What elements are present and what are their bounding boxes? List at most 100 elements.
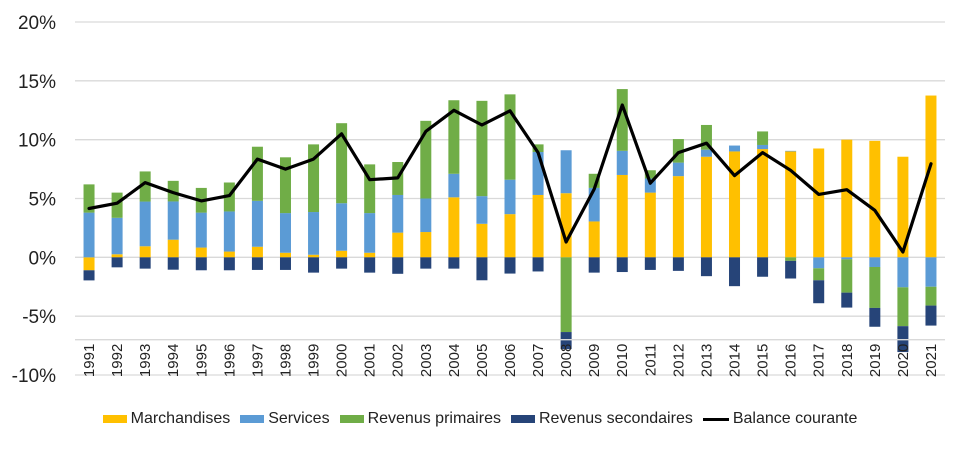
bar-services-2007 — [532, 152, 544, 195]
bar-marchandises-2015 — [757, 149, 769, 258]
x-tick-label: 2003 — [418, 344, 435, 377]
bar-marchandises-1999 — [308, 254, 320, 258]
legend-swatch-revenus-primaires — [339, 415, 364, 423]
legend-line-balance-courante — [702, 417, 729, 421]
bar-revenus-secondaires-2009 — [588, 257, 600, 273]
bar-marchandises-2012 — [672, 176, 684, 258]
bar-revenus-primaires-2019 — [869, 266, 881, 308]
legend-item-services: Services — [240, 410, 330, 428]
bar-services-2012 — [672, 162, 684, 177]
bar-revenus-secondaires-1998 — [279, 257, 291, 270]
x-tick-label: 2002 — [390, 344, 407, 377]
x-tick-label: 1997 — [249, 344, 266, 377]
bar-marchandises-2018 — [841, 139, 853, 258]
legend-label: Revenus secondaires — [538, 410, 693, 427]
bar-services-2017 — [813, 257, 825, 269]
bar-marchandises-2014 — [729, 151, 741, 258]
bar-services-2003 — [420, 198, 432, 233]
bar-marchandises-1991 — [83, 257, 95, 271]
bar-revenus-primaires-2015 — [757, 131, 769, 145]
bar-services-1993 — [139, 201, 151, 247]
bar-marchandises-2021 — [925, 95, 937, 258]
x-tick-label: 2006 — [502, 344, 519, 377]
x-tick-label: 2001 — [362, 344, 379, 377]
bar-services-1997 — [251, 200, 263, 247]
bar-revenus-primaires-1992 — [111, 192, 123, 218]
y-tick-label: 10% — [18, 131, 56, 152]
bar-revenus-primaires-2021 — [925, 286, 937, 306]
bar-marchandises-2009 — [588, 221, 600, 258]
x-tick-label: 1991 — [81, 344, 98, 377]
bar-services-2016 — [785, 150, 797, 152]
chart: 20%15%10%5%0%-5%-10% 1991 1992 1993 1994 199… — [12, 13, 945, 387]
legend-label: Balance courante — [732, 410, 858, 427]
bar-revenus-secondaires-2008 — [560, 332, 572, 350]
bar-revenus-secondaires-2019 — [869, 307, 881, 327]
balance-courante-line — [87, 103, 933, 254]
bar-revenus-secondaires-2002 — [392, 257, 404, 274]
x-tick-label: 2004 — [446, 344, 463, 377]
bar-services-2010 — [616, 150, 628, 175]
x-tick-label: 2013 — [698, 344, 715, 377]
bar-marchandises-1992 — [111, 254, 123, 258]
bar-marchandises-2005 — [476, 223, 488, 258]
bar-revenus-secondaires-2005 — [476, 257, 488, 281]
bar-marchandises-2013 — [700, 156, 712, 258]
x-tick-label: 1998 — [277, 344, 294, 377]
x-tick-label: 2010 — [614, 344, 631, 377]
x-tick-label: 1995 — [193, 344, 210, 377]
x-tick-label: 2009 — [586, 344, 603, 377]
bar-revenus-primaires-2017 — [813, 268, 825, 281]
bars — [83, 89, 937, 353]
bar-revenus-primaires-2013 — [700, 124, 712, 150]
bar-marchandises-2011 — [644, 192, 656, 258]
bar-marchandises-2007 — [532, 194, 544, 258]
bar-services-1994 — [167, 201, 179, 240]
bar-revenus-primaires-2016 — [785, 257, 797, 261]
x-tick-label: 2021 — [923, 344, 940, 377]
x-tick-label: 2020 — [895, 344, 912, 377]
bar-revenus-secondaires-2003 — [420, 257, 432, 269]
bar-services-2019 — [869, 257, 881, 267]
bar-services-1995 — [195, 212, 207, 248]
bar-revenus-primaires-2004 — [448, 100, 460, 174]
bar-marchandises-2003 — [420, 232, 432, 258]
x-tick-label: 2000 — [334, 344, 351, 377]
bar-revenus-primaires-2003 — [420, 120, 432, 199]
bar-revenus-primaires-2005 — [476, 100, 488, 197]
bar-revenus-secondaires-2011 — [644, 257, 656, 270]
bar-revenus-secondaires-2018 — [841, 292, 853, 308]
x-tick-label: 2005 — [474, 344, 491, 377]
bar-revenus-primaires-2008 — [560, 257, 572, 333]
bar-services-2006 — [504, 179, 516, 215]
bar-revenus-primaires-2006 — [504, 94, 516, 180]
bar-revenus-primaires-2001 — [364, 164, 376, 214]
bar-marchandises-2001 — [364, 252, 376, 258]
legend-label: Services — [268, 410, 330, 427]
bar-revenus-primaires-2011 — [644, 170, 656, 179]
bar-revenus-secondaires-2010 — [616, 257, 628, 273]
legend-item-revenus-primaires: Revenus primaires — [339, 410, 501, 428]
bar-marchandises-1995 — [195, 247, 207, 258]
bar-revenus-secondaires-1995 — [195, 257, 207, 271]
legend-label: Marchandises — [130, 410, 231, 427]
bar-revenus-secondaires-1996 — [223, 257, 235, 271]
bar-services-2004 — [448, 173, 460, 198]
bar-revenus-secondaires-1997 — [251, 257, 263, 270]
legend-item-balance-courante: Balance courante — [702, 410, 858, 428]
x-tick-label: 1999 — [306, 344, 323, 377]
bar-revenus-secondaires-2006 — [504, 257, 516, 274]
x-tick-label: 2016 — [783, 344, 800, 377]
bar-revenus-primaires-2018 — [841, 259, 853, 293]
x-tick-label: 2019 — [867, 344, 884, 377]
y-tick-label: -5% — [22, 307, 56, 328]
bar-services-1992 — [111, 217, 123, 255]
x-tick-label: 2011 — [642, 344, 659, 376]
legend-swatch-revenus-secondaires — [510, 415, 535, 423]
bar-marchandises-2008 — [560, 193, 572, 258]
bar-services-1996 — [223, 211, 235, 252]
bar-services-2009 — [588, 187, 600, 222]
bar-revenus-secondaires-2004 — [448, 257, 460, 269]
bar-revenus-secondaires-2013 — [700, 257, 712, 277]
bar-marchandises-2016 — [785, 151, 797, 258]
